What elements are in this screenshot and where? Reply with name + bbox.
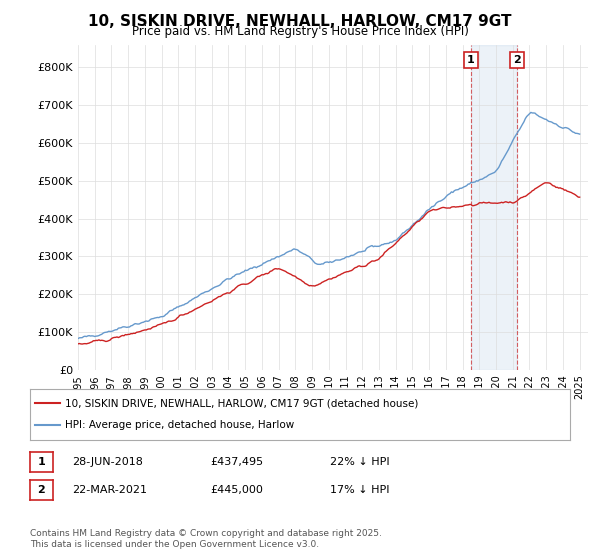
Text: £445,000: £445,000 bbox=[210, 485, 263, 495]
Text: 22-MAR-2021: 22-MAR-2021 bbox=[72, 485, 147, 495]
Text: 22% ↓ HPI: 22% ↓ HPI bbox=[330, 457, 389, 467]
Text: HPI: Average price, detached house, Harlow: HPI: Average price, detached house, Harl… bbox=[65, 421, 295, 431]
Text: 1: 1 bbox=[467, 55, 475, 65]
Text: 1: 1 bbox=[38, 457, 45, 467]
Text: 2: 2 bbox=[38, 485, 45, 495]
Text: 28-JUN-2018: 28-JUN-2018 bbox=[72, 457, 143, 467]
Text: 2: 2 bbox=[513, 55, 521, 65]
Text: Price paid vs. HM Land Registry's House Price Index (HPI): Price paid vs. HM Land Registry's House … bbox=[131, 25, 469, 38]
Text: Contains HM Land Registry data © Crown copyright and database right 2025.
This d: Contains HM Land Registry data © Crown c… bbox=[30, 529, 382, 549]
Text: 17% ↓ HPI: 17% ↓ HPI bbox=[330, 485, 389, 495]
Bar bbox=[471, 45, 517, 370]
Text: £437,495: £437,495 bbox=[210, 457, 263, 467]
Text: 10, SISKIN DRIVE, NEWHALL, HARLOW, CM17 9GT (detached house): 10, SISKIN DRIVE, NEWHALL, HARLOW, CM17 … bbox=[65, 398, 418, 408]
Text: 10, SISKIN DRIVE, NEWHALL, HARLOW, CM17 9GT: 10, SISKIN DRIVE, NEWHALL, HARLOW, CM17 … bbox=[88, 14, 512, 29]
